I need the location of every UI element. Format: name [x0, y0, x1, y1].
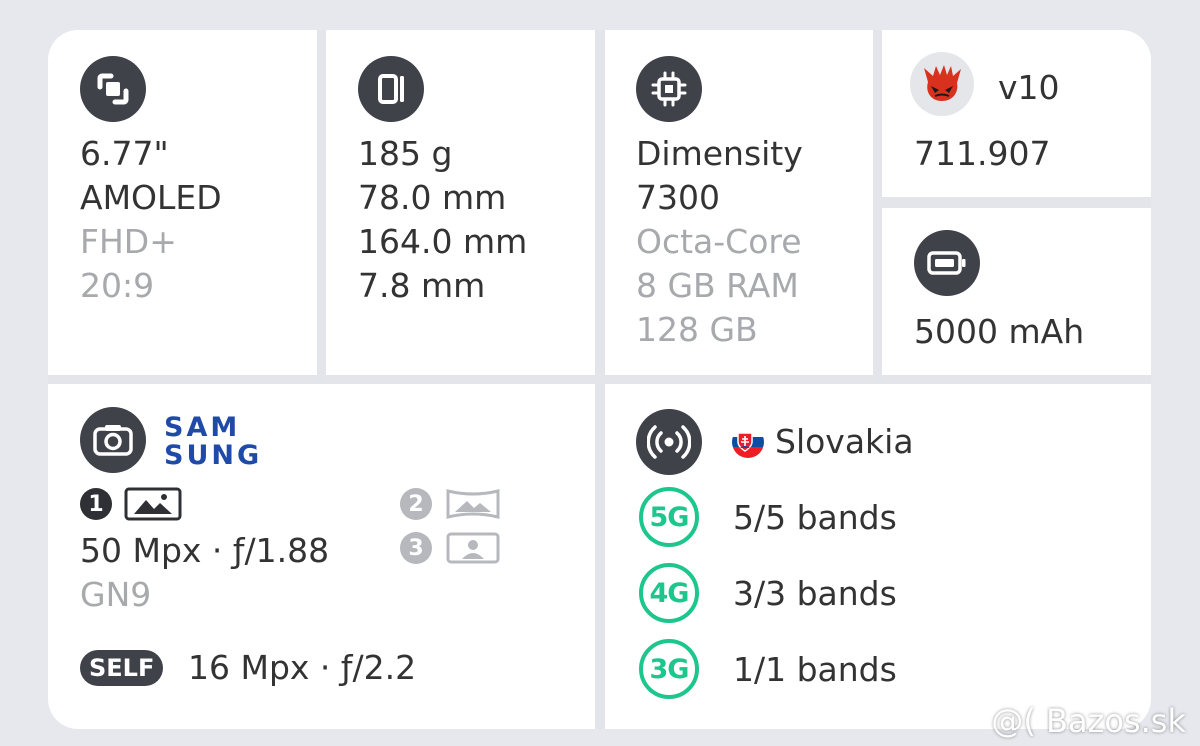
samsung-logo: SAM SUNG [164, 412, 263, 471]
wide-lens-icon [124, 487, 182, 525]
phone-body-icon [358, 56, 424, 122]
display-type: AMOLED [80, 178, 222, 217]
4g-badge: 4G [639, 563, 699, 623]
lens-2-badge: 2 [400, 488, 432, 520]
slovakia-flag-icon [732, 426, 764, 458]
antutu-score: 711.907 [914, 134, 1051, 173]
display-cell: 6.77" AMOLED FHD+ 20:9 [48, 30, 317, 375]
main-camera-sensor: GN9 [80, 575, 152, 614]
chipset-cell: Dimensity 7300 Octa-Core 8 GB RAM 128 GB [605, 30, 873, 375]
depth-lens-icon [445, 531, 501, 569]
lens-1-badge: 1 [80, 488, 112, 520]
bazos-watermark: @( Bazos.sk [991, 702, 1186, 740]
battery-icon [914, 230, 980, 296]
display-ratio: 20:9 [80, 266, 155, 305]
5g-badge: 5G [639, 487, 699, 547]
display-size: 6.77" [80, 134, 169, 173]
3g-bands: 1/1 bands [733, 650, 897, 689]
ram: 8 GB RAM [636, 266, 799, 305]
thickness: 7.8 mm [358, 266, 486, 305]
country-name: Slovakia [775, 422, 914, 461]
selfie-camera-spec: 16 Mpx · ƒ/2.2 [188, 648, 417, 687]
antutu-version: v10 [998, 68, 1060, 107]
weight: 185 g [358, 134, 453, 173]
3g-badge: 3G [639, 639, 699, 699]
chipset-name: Dimensity [636, 134, 803, 173]
chipset-model: 7300 [636, 178, 720, 217]
battery-cell: 5000 mAh [882, 208, 1151, 375]
chip-icon [636, 56, 702, 122]
signal-icon [636, 409, 702, 475]
camera-cell: SAM SUNG 1 2 3 [48, 384, 595, 729]
antutu-cell: v10 711.907 [882, 30, 1151, 197]
storage: 128 GB [636, 310, 758, 349]
battery-capacity: 5000 mAh [914, 312, 1085, 351]
4g-bands: 3/3 bands [733, 574, 897, 613]
selfie-badge: SELF [80, 650, 164, 686]
ultrawide-lens-icon [445, 487, 501, 525]
camera-icon [80, 407, 146, 473]
display-resolution: FHD+ [80, 222, 177, 261]
main-camera-spec: 50 Mpx · ƒ/1.88 [80, 531, 330, 570]
phone-specs-card: 6.77" AMOLED FHD+ 20:9 185 g 78.0 mm 164… [48, 30, 1151, 729]
cpu-cores: Octa-Core [636, 222, 802, 261]
network-cell: Slovakia 5G 5/5 bands 4G 3/3 bands 3G 1/… [605, 384, 1151, 729]
body-cell: 185 g 78.0 mm 164.0 mm 7.8 mm [326, 30, 595, 375]
display-size-icon [80, 56, 146, 122]
height: 164.0 mm [358, 222, 528, 261]
5g-bands: 5/5 bands [733, 498, 897, 537]
antutu-logo-icon [910, 52, 974, 116]
lens-3-badge: 3 [400, 532, 432, 564]
width: 78.0 mm [358, 178, 507, 217]
